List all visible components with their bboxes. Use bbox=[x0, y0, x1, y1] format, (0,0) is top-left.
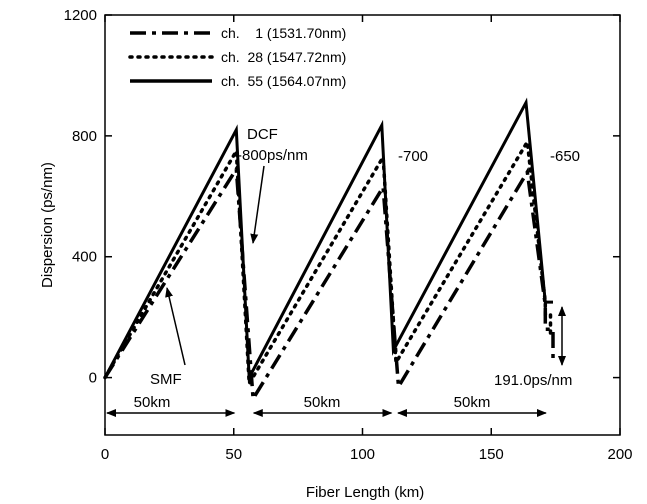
y-tick-label: 800 bbox=[72, 128, 97, 145]
series-line-3 bbox=[103, 97, 553, 384]
annotation-dcf3: -650 bbox=[550, 148, 580, 165]
legend-label-2: ch. 28 (1547.72nm) bbox=[221, 49, 346, 65]
span-label-1: 50km bbox=[134, 394, 171, 411]
series-line-1 bbox=[103, 163, 555, 405]
y-tick-label: 400 bbox=[72, 249, 97, 266]
span-label-2: 50km bbox=[304, 394, 341, 411]
x-tick-label: 150 bbox=[479, 446, 504, 463]
span-label-3: 50km bbox=[454, 394, 491, 411]
series-line-2 bbox=[103, 136, 553, 390]
x-tick-label: 200 bbox=[607, 446, 632, 463]
y-tick-label: 1200 bbox=[64, 7, 97, 24]
annotation-dcf-value: -800ps/nm bbox=[237, 147, 308, 164]
dcf-arrow bbox=[250, 165, 265, 244]
x-tick-label: 50 bbox=[225, 446, 242, 463]
annotation-dcf: DCF bbox=[247, 126, 278, 143]
y-axis-label: Dispersion (ps/nm) bbox=[39, 162, 56, 288]
x-tick-label: 0 bbox=[101, 446, 109, 463]
y-tick-label: 0 bbox=[89, 370, 97, 387]
annotation-residual: 191.0ps/nm bbox=[494, 372, 572, 389]
legend-label-3: ch. 55 (1564.07nm) bbox=[221, 73, 346, 89]
annotation-smf: SMF bbox=[150, 371, 182, 388]
x-axis-label: Fiber Length (km) bbox=[306, 484, 424, 501]
legend-label-1: ch. 1 (1531.70nm) bbox=[221, 25, 346, 41]
annotation-dcf2: -700 bbox=[398, 148, 428, 165]
smf-arrow bbox=[165, 287, 186, 366]
x-tick-label: 100 bbox=[350, 446, 375, 463]
